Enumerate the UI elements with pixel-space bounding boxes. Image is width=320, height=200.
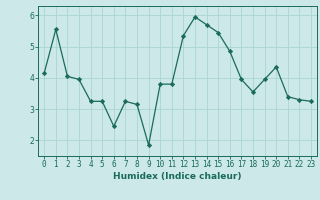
X-axis label: Humidex (Indice chaleur): Humidex (Indice chaleur): [113, 172, 242, 181]
